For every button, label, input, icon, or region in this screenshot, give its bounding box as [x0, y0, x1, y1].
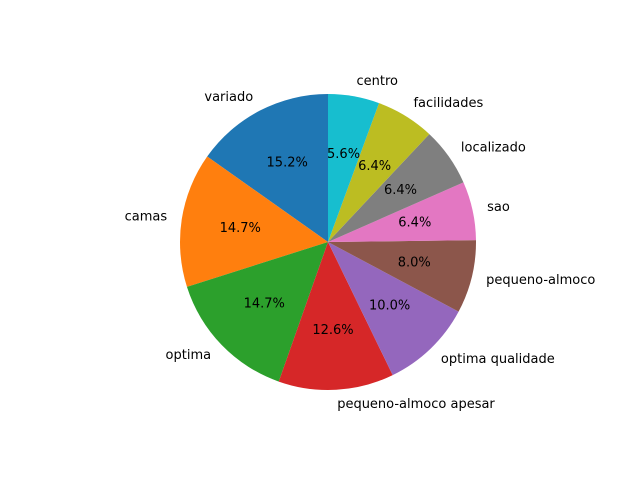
percent-label-camas: 14.7%: [220, 221, 261, 236]
category-label-optima-qualidade: optima qualidade: [441, 352, 555, 367]
percent-label-sao: 6.4%: [398, 216, 431, 231]
category-label-pequeno-almoco-apesar: pequeno-almoco apesar: [337, 397, 495, 412]
percent-label-pequeno-almoco: 8.0%: [398, 256, 431, 271]
percent-label-centro: 5.6%: [327, 147, 360, 162]
category-label-pequeno-almoco: pequeno-almoco: [486, 273, 595, 288]
pie-slices: [180, 94, 476, 390]
percent-label-localizado: 6.4%: [384, 183, 417, 198]
pie-slice-pequeno-almoco-apesar: [278, 242, 393, 390]
pie-slice-pequeno-almoco: [328, 240, 476, 312]
category-labels: variado camas optima pequeno-almoco apesar o…: [125, 74, 596, 412]
category-label-optima: optima: [166, 348, 212, 363]
category-label-facilidades: facilidades: [413, 96, 483, 111]
category-label-sao: sao: [487, 200, 510, 215]
percent-label-variado: 15.2%: [267, 156, 308, 171]
pie-slice-localizado: [328, 134, 464, 242]
pie-slice-facilidades: [328, 103, 430, 243]
category-label-camas: camas: [125, 210, 168, 225]
pie-slice-camas: [180, 156, 328, 287]
pie-slice-optima-qualidade: [328, 242, 459, 376]
pie-slice-centro: [328, 94, 380, 242]
percent-label-pequeno-almoco-apesar: 12.6%: [312, 323, 353, 338]
percent-labels: 15.2% 14.7% 14.7% 12.6% 10.0% 8.0% 6.4% 6.4% 6.4…: [220, 147, 432, 338]
percent-label-optima-qualidade: 10.0%: [369, 298, 410, 313]
pie-slice-optima: [186, 242, 328, 382]
percent-label-optima: 14.7%: [244, 296, 285, 311]
pie-slice-variado: [207, 94, 328, 242]
category-label-centro: centro: [356, 74, 398, 89]
category-label-variado: variado: [204, 90, 253, 105]
category-label-localizado: localizado: [461, 140, 526, 155]
pie-slice-sao: [328, 182, 476, 242]
percent-label-facilidades: 6.4%: [358, 159, 391, 174]
